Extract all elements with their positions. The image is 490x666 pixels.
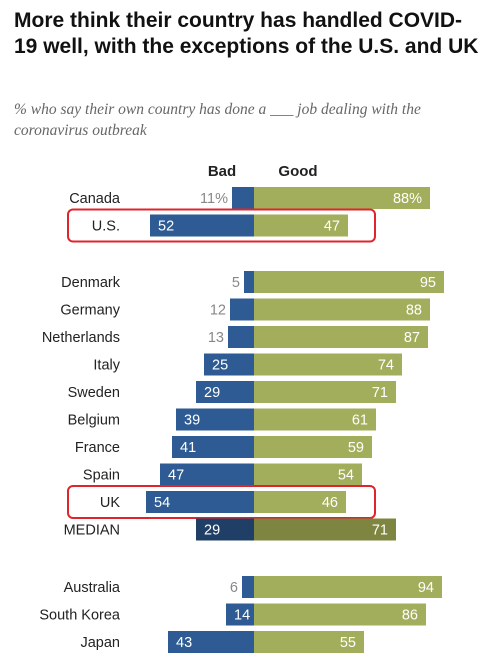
good-value-australia: 94	[418, 580, 434, 596]
bad-bar-denmark	[244, 271, 254, 293]
country-label-canada: Canada	[69, 191, 121, 207]
good-bar-italy	[254, 353, 402, 376]
good-bar-japan	[254, 631, 364, 653]
chart-title: More think their country has handled COV…	[14, 9, 479, 58]
bad-value-south-korea: 14	[234, 608, 250, 624]
bad-bar-sweden	[196, 381, 254, 403]
bad-value-netherlands: 13	[208, 330, 224, 346]
bad-value-australia: 6	[230, 580, 238, 596]
bad-value-spain: 47	[168, 468, 184, 484]
country-label-japan: Japan	[80, 635, 120, 651]
bad-value-japan: 43	[176, 635, 192, 651]
good-bar-france	[254, 436, 372, 458]
bad-bar-south-korea	[226, 603, 254, 626]
good-bar-median	[254, 518, 396, 541]
country-label-spain: Spain	[83, 468, 120, 484]
country-label-u-s-: U.S.	[92, 219, 120, 235]
bad-value-uk: 54	[154, 495, 170, 511]
bad-bar-canada	[232, 187, 254, 209]
good-value-france: 59	[348, 440, 364, 456]
highlight-box-uk	[67, 485, 376, 519]
header-bad: Bad	[208, 163, 236, 180]
good-bar-australia	[254, 576, 442, 598]
country-label-south-korea: South Korea	[39, 608, 121, 624]
country-label-median: MEDIAN	[64, 523, 120, 539]
good-bar-uk	[254, 491, 346, 513]
good-value-japan: 55	[340, 635, 356, 651]
bad-value-canada: 11%	[200, 191, 228, 207]
bad-bar-uk	[146, 491, 254, 513]
good-value-germany: 88	[406, 303, 422, 319]
bad-value-denmark: 5	[232, 275, 240, 291]
good-value-spain: 54	[338, 468, 354, 484]
header-good: Good	[278, 163, 317, 180]
good-bar-belgium	[254, 408, 376, 431]
country-label-germany: Germany	[60, 303, 120, 319]
highlight-box-u-s-	[67, 208, 376, 243]
bad-bar-belgium	[176, 408, 254, 431]
good-bar-denmark	[254, 271, 444, 293]
bad-value-germany: 12	[210, 303, 226, 319]
good-bar-sweden	[254, 381, 396, 403]
bad-bar-netherlands	[228, 326, 254, 348]
good-bar-u-s-	[254, 214, 348, 237]
bad-bar-median	[196, 518, 254, 541]
bad-bar-u-s-	[150, 214, 254, 237]
bad-value-italy: 25	[212, 358, 228, 374]
country-label-belgium: Belgium	[68, 413, 120, 429]
bad-bar-spain	[160, 463, 254, 486]
bad-value-sweden: 29	[204, 385, 220, 401]
good-bar-germany	[254, 298, 430, 321]
bad-value-median: 29	[204, 523, 220, 539]
good-value-netherlands: 87	[404, 330, 420, 346]
bad-bar-australia	[242, 576, 254, 598]
good-bar-south-korea	[254, 603, 426, 626]
country-label-denmark: Denmark	[61, 275, 121, 291]
bad-bar-germany	[230, 298, 254, 321]
good-value-u-s-: 47	[324, 219, 340, 235]
country-label-sweden: Sweden	[68, 385, 120, 401]
bad-value-belgium: 39	[184, 413, 200, 429]
good-bar-canada	[254, 187, 430, 209]
good-value-sweden: 71	[372, 385, 388, 401]
bad-value-u-s-: 52	[158, 219, 174, 235]
bad-value-france: 41	[180, 440, 196, 456]
good-value-canada: 88%	[393, 191, 422, 207]
chart-subtitle: % who say their own country has done a _…	[14, 101, 421, 139]
country-label-australia: Australia	[64, 580, 121, 596]
good-value-south-korea: 86	[402, 608, 418, 624]
bad-bar-france	[172, 436, 254, 458]
good-value-denmark: 95	[420, 275, 436, 291]
country-label-italy: Italy	[93, 358, 120, 374]
bad-bar-italy	[204, 353, 254, 376]
country-label-uk: UK	[100, 495, 120, 511]
good-value-italy: 74	[378, 358, 394, 374]
good-value-median: 71	[372, 523, 388, 539]
good-bar-spain	[254, 463, 362, 486]
good-value-uk: 46	[322, 495, 338, 511]
country-label-netherlands: Netherlands	[42, 330, 120, 346]
good-value-belgium: 61	[352, 413, 368, 429]
country-label-france: France	[75, 440, 120, 456]
bad-bar-japan	[168, 631, 254, 653]
good-bar-netherlands	[254, 326, 428, 348]
